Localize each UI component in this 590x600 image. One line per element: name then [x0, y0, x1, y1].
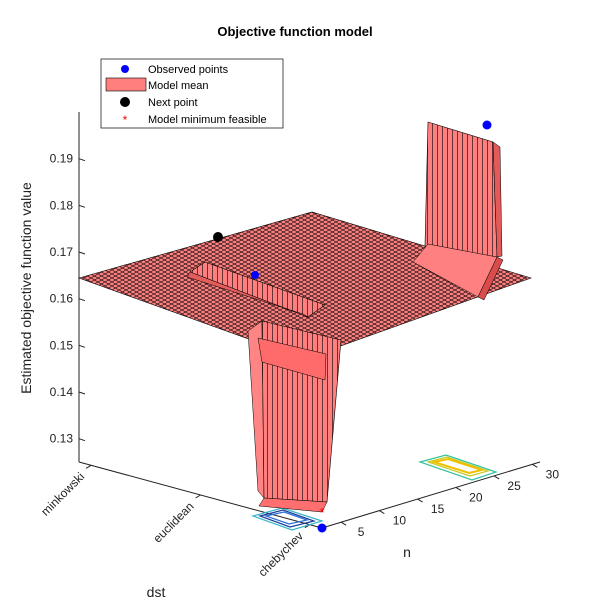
observed-point: [251, 271, 259, 279]
legend-label: Model mean: [148, 80, 209, 92]
z-tick-label: 0.15: [50, 338, 74, 352]
y-tick: [195, 494, 201, 499]
legend: Observed points Model mean Next point * …: [100, 58, 284, 129]
z-tick-label: 0.14: [50, 385, 74, 399]
z-tick-label: 0.16: [50, 292, 74, 306]
x-tick-label: 15: [431, 502, 445, 516]
x-tick: [379, 510, 385, 515]
legend-minimum-icon: *: [123, 113, 128, 127]
surface-plateau: [78, 211, 532, 360]
model-minimum-marker: *: [319, 505, 324, 520]
y-tick: [85, 464, 92, 469]
model-mean-surface: [78, 121, 532, 513]
y-axis-label: dst: [147, 584, 166, 600]
next-point: [213, 232, 223, 242]
x-tick-label: 20: [469, 490, 483, 504]
surface-trough-bottom: [258, 497, 328, 513]
x-tick: [493, 475, 500, 480]
z-tick-label: 0.13: [50, 432, 74, 446]
observed-point: [482, 120, 492, 130]
surface-high-ridge: [424, 121, 498, 258]
legend-mean-icon: [105, 77, 147, 92]
y-tick-label: minkowski: [38, 470, 87, 519]
legend-next-icon: [120, 97, 130, 107]
z-tick: [78, 298, 86, 302]
observed-point: [317, 523, 327, 533]
x-tick: [417, 498, 423, 503]
z-tick-label: 0.19: [50, 152, 74, 166]
x-axis-line: [321, 461, 541, 529]
z-tick: [78, 344, 86, 348]
x-tick-label: 30: [546, 467, 560, 481]
legend-box: [100, 58, 284, 129]
legend-label: Observed points: [148, 64, 229, 76]
chart-title: Objective function model: [217, 24, 373, 39]
z-tick: [78, 438, 86, 442]
z-tick-label: 0.17: [50, 245, 74, 259]
x-tick: [455, 487, 462, 491]
z-ticks: 0.13 0.14 0.15 0.16 0.17 0.18 0.19: [50, 152, 86, 446]
z-tick-label: 0.18: [50, 198, 74, 212]
z-axis-label: Estimated objective function value: [18, 182, 34, 394]
x-tick: [340, 521, 347, 526]
legend-label: Next point: [148, 97, 198, 109]
x-tick: [532, 463, 538, 468]
x-ticks: 5 10 15 20 25 30: [340, 463, 560, 539]
x-tick-label: 5: [358, 525, 365, 539]
y-tick-label: euclidean: [150, 499, 196, 545]
y-tick-label: chebychev: [256, 529, 306, 579]
z-tick: [78, 204, 86, 208]
legend-observed-icon: [121, 65, 129, 73]
x-axis-label: n: [403, 544, 411, 560]
floor-contours: [251, 454, 498, 531]
z-tick: [78, 158, 86, 162]
x-tick-label: 25: [507, 479, 521, 493]
markers: *: [213, 120, 492, 533]
z-tick: [78, 391, 86, 395]
legend-label: Model minimum feasible: [148, 114, 267, 126]
z-tick: [78, 251, 86, 255]
x-tick-label: 10: [393, 514, 407, 528]
